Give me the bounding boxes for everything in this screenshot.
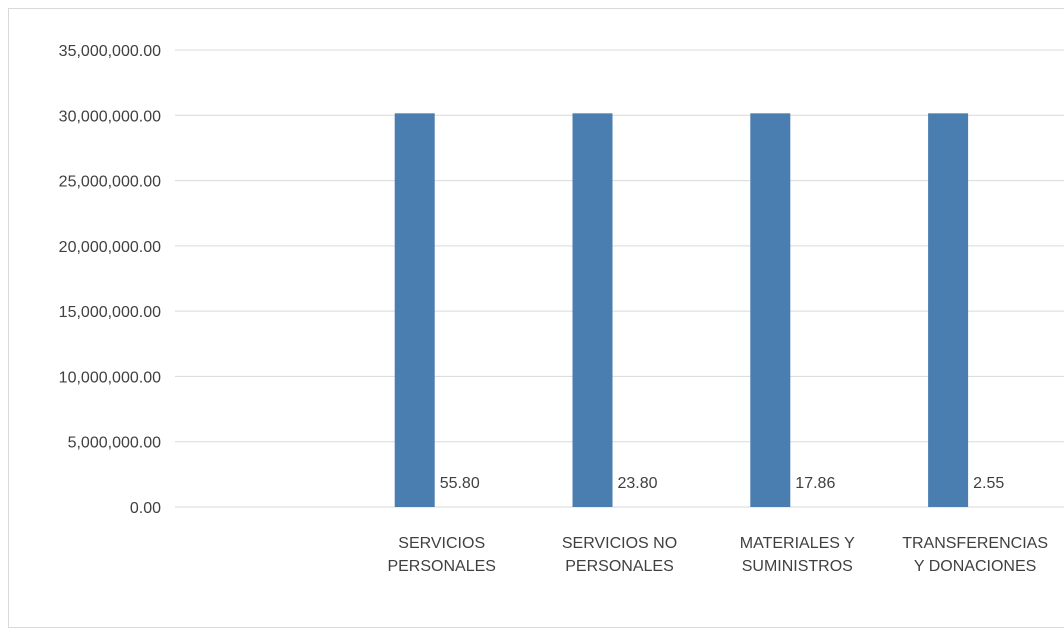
data-label: 55.80 [440,475,480,492]
data-label: 17.86 [795,475,835,492]
y-tick-label: 0.00 [130,500,161,517]
y-tick-label: 20,000,000.00 [59,239,161,256]
x-category-label: PERSONALES [387,558,495,575]
y-tick-label: 35,000,000.00 [59,43,161,60]
x-category-label: Y DONACIONES [914,558,1036,575]
x-category-label: SERVICIOS NO [562,535,677,552]
bar-chart: 0.00 5,000,000.00 10,000,000.00 15,000,000.… [59,43,1064,575]
y-tick-label: 15,000,000.00 [59,304,161,321]
data-label: 23.80 [618,475,658,492]
y-tick-label: 25,000,000.00 [59,174,161,191]
bar [394,113,435,507]
bar [572,113,613,507]
x-category-label: TRANSFERENCIAS [902,535,1048,552]
x-category-label: PERSONALES [565,558,673,575]
x-category-label: SERVICIOS [398,535,485,552]
bar [750,113,791,507]
x-category-label: MATERIALES Y [740,535,855,552]
data-label: 2.55 [973,475,1004,492]
y-tick-label: 5,000,000.00 [68,435,162,452]
x-category-label: SUMINISTROS [742,558,853,575]
y-tick-label: 30,000,000.00 [59,108,161,125]
bar [928,113,969,507]
y-tick-label: 10,000,000.00 [59,369,161,386]
